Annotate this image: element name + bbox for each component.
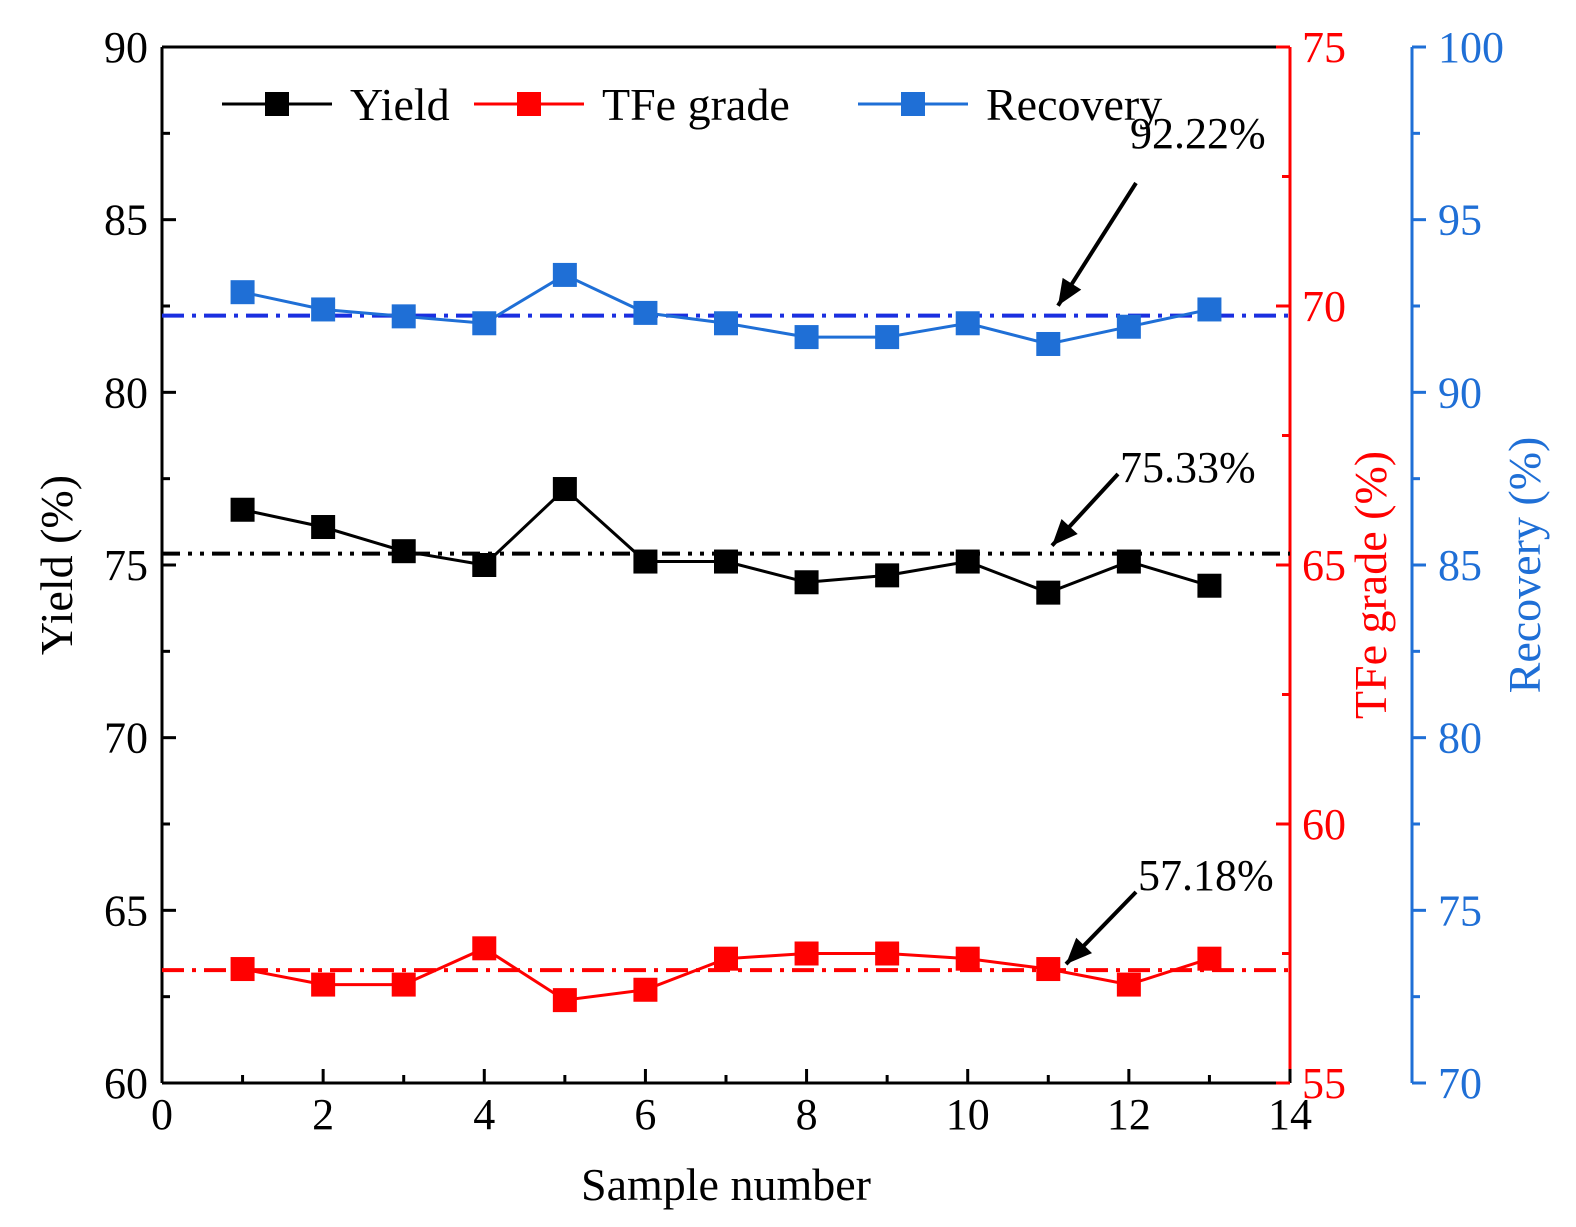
yield-point [472, 553, 497, 577]
legend-tfe-grade-marker [517, 92, 541, 116]
tfe-tick-label: 60 [1302, 800, 1346, 849]
yield-tick-label: 75 [104, 541, 148, 590]
tfe-axis-title: TFe grade (%) [1345, 451, 1396, 719]
tfe-grade-point [633, 977, 658, 1002]
tfe-grade-point [391, 972, 416, 997]
recovery-tick-label: 70 [1438, 1059, 1482, 1108]
recovery-point [1036, 331, 1061, 356]
tfe-tick-label: 65 [1302, 541, 1346, 590]
recovery-tick-label: 80 [1438, 714, 1482, 763]
legend-tfe-grade-label: TFe grade [602, 79, 790, 130]
x-tick-label: 0 [151, 1090, 173, 1139]
recovery-axis-title: Recovery (%) [1499, 437, 1550, 694]
tfe-grade-point [794, 941, 819, 966]
recovery-point [230, 280, 255, 305]
recovery-point [955, 311, 980, 336]
recovery-point [391, 304, 416, 329]
yield-line [242, 486, 1210, 595]
recovery-point [1116, 314, 1141, 339]
yield-point [875, 563, 900, 588]
yield-point [552, 477, 577, 502]
tfe-grade-mean-label: 57.18% [1138, 851, 1274, 900]
recovery-point [1197, 297, 1222, 322]
yield-mean-label: 75.33% [1120, 443, 1256, 492]
recovery-tick-label: 75 [1438, 886, 1482, 935]
tfe-grade-point [311, 972, 336, 997]
yield-point [391, 539, 416, 564]
legend-recovery-label: Recovery [986, 79, 1162, 130]
axes-layer: 0 2 4 6 8 10 12 14 Sample number 60 65 70 75 80 85 90 Yi… [31, 23, 1550, 1210]
yield-tick-label: 65 [104, 886, 148, 935]
recovery-point [875, 325, 900, 350]
annotations: 75.33% 57.18% 92.22% [1050, 109, 1274, 966]
legend-yield-label: Yield [350, 79, 450, 130]
tfe-tick-label: 55 [1302, 1059, 1346, 1108]
legend: Yield TFe grade Recovery [222, 79, 1162, 130]
tfe-grade-point [1036, 957, 1061, 982]
x-tick-label: 10 [946, 1090, 990, 1139]
yield-point [794, 570, 819, 595]
yield-point [1036, 580, 1061, 605]
x-tick-label: 6 [634, 1090, 656, 1139]
tfe-grade-point [955, 946, 980, 971]
yield-point [1197, 573, 1222, 598]
yield-arrowhead [1052, 519, 1078, 546]
tfe-grade-point [472, 936, 497, 961]
tfe-tick-label: 70 [1302, 282, 1346, 331]
x-tick-label: 2 [312, 1090, 334, 1139]
recovery-point [633, 300, 658, 325]
tfe-grade-point [1197, 946, 1222, 971]
recovery-point [714, 311, 738, 336]
tfe-grade-point [1116, 972, 1141, 997]
yield-point [311, 515, 336, 540]
tfe-grade-point [875, 941, 900, 966]
yield-axis-title: Yield (%) [31, 475, 82, 655]
tfe-grade-arrowhead [1066, 937, 1093, 965]
recovery-tick-label: 100 [1438, 23, 1504, 72]
recovery-point [794, 325, 819, 350]
yield-point [714, 549, 738, 574]
yield-tick-label: 60 [104, 1059, 148, 1108]
recovery-point [552, 262, 577, 287]
x-axis-title: Sample number [581, 1159, 871, 1210]
yield-point [633, 549, 658, 574]
recovery-tick-label: 90 [1438, 368, 1482, 417]
recovery-mean-label: 92.22% [1130, 109, 1266, 158]
tfe-grade-point [230, 957, 255, 982]
tfe-grade-point [552, 988, 577, 1013]
legend-recovery-marker [901, 92, 925, 116]
tfe-tick-label: 75 [1302, 23, 1346, 72]
legend-yield-marker [265, 92, 289, 116]
recovery-tick-label: 85 [1438, 541, 1482, 590]
series-layer [230, 262, 1222, 1013]
x-tick-label: 14 [1268, 1090, 1312, 1139]
recovery-tick-label: 95 [1438, 196, 1482, 245]
x-tick-label: 4 [473, 1090, 495, 1139]
yield-tick-label: 85 [104, 196, 148, 245]
yield-point [230, 497, 255, 522]
mean-lines [162, 313, 1290, 973]
yield-tick-label: 80 [104, 368, 148, 417]
recovery-point [472, 311, 497, 336]
yield-tick-label: 90 [104, 23, 148, 72]
tfe-grade-point [714, 946, 738, 971]
recovery-point [311, 297, 336, 322]
yield-point [1116, 549, 1141, 574]
x-tick-label: 12 [1107, 1090, 1151, 1139]
yield-tick-label: 70 [104, 714, 148, 763]
yield-point [955, 549, 980, 574]
recovery-arrowhead [1058, 277, 1082, 306]
x-tick-label: 8 [796, 1090, 818, 1139]
